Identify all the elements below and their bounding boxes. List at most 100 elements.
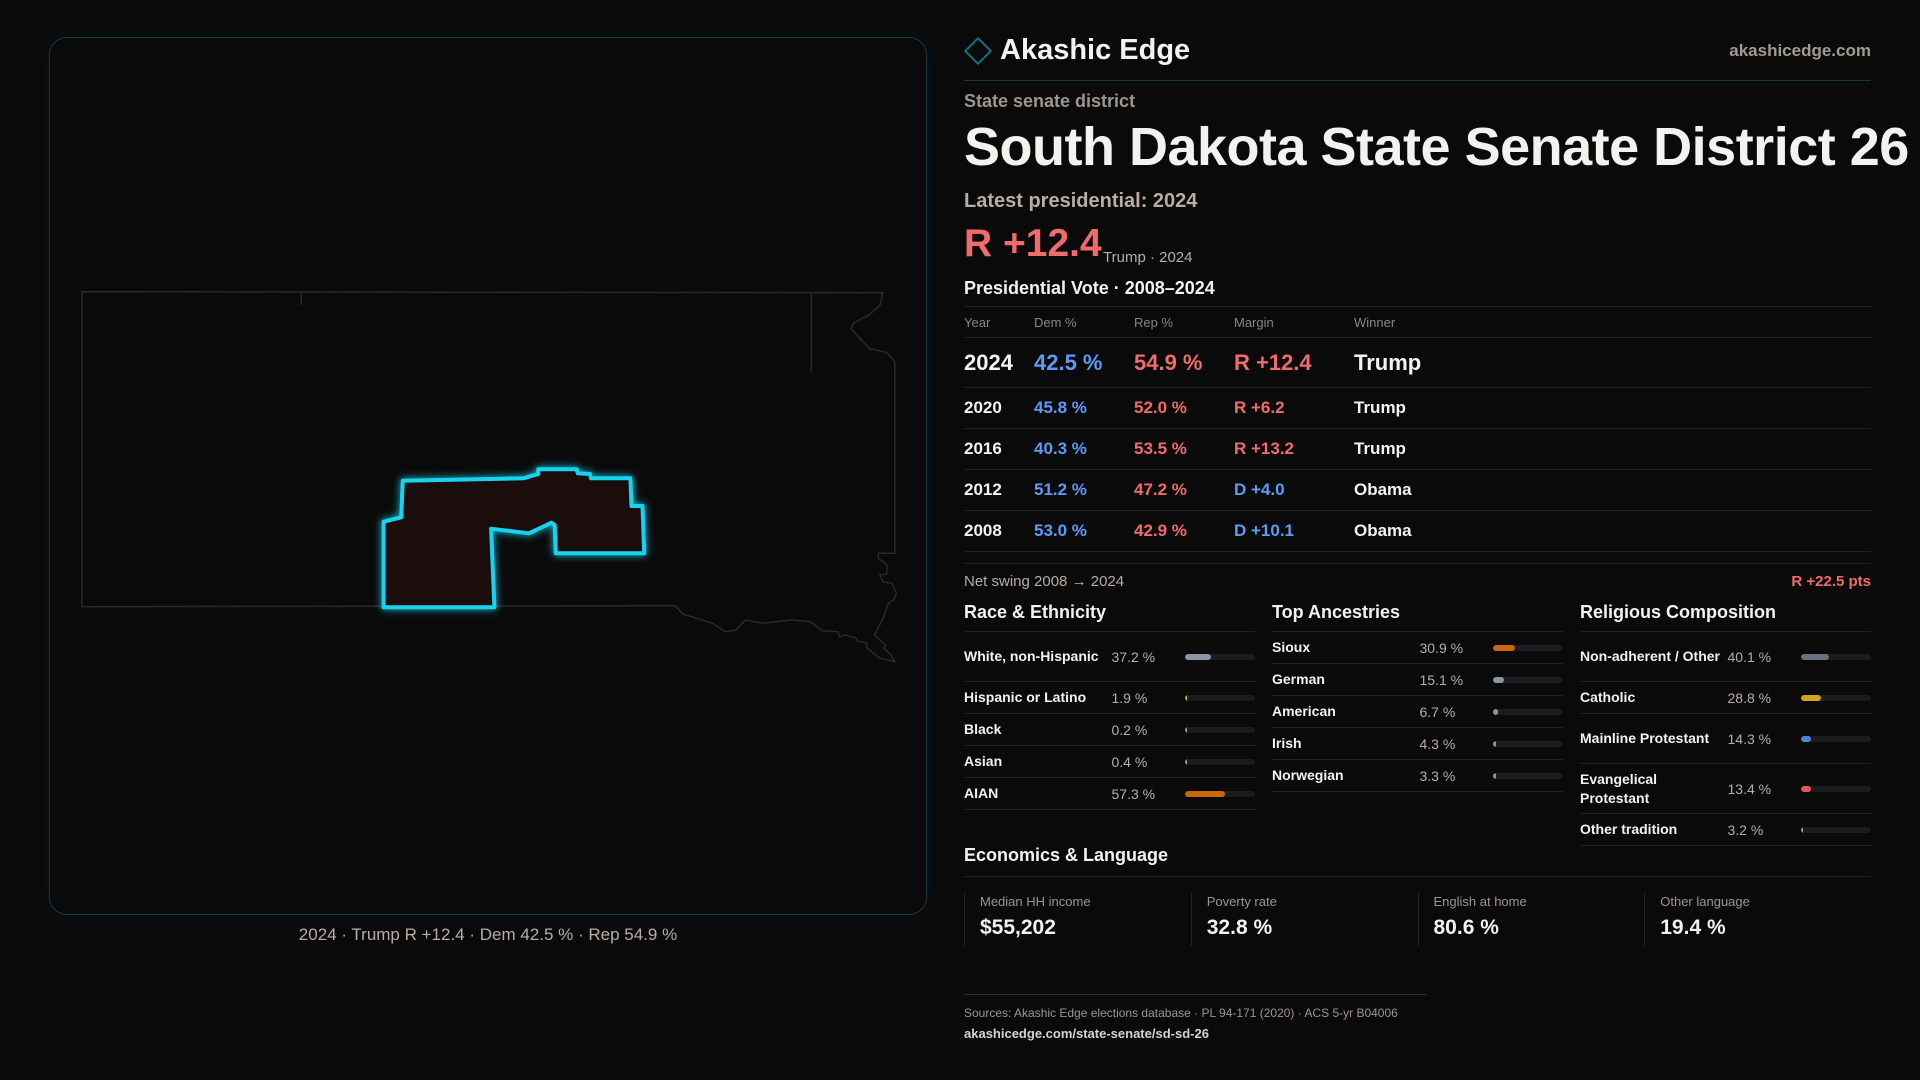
stat-row: AIAN 57.3 % <box>964 778 1256 810</box>
stat-label: Norwegian <box>1272 767 1344 783</box>
stat-label: Other tradition <box>1580 821 1678 837</box>
stat-bar <box>1801 694 1872 701</box>
race-section: Race & Ethnicity White, non-Hispanic 37.2 … <box>964 602 1256 810</box>
county-line <box>300 293 813 372</box>
stat-label: Evangelical Protestant <box>1580 770 1658 806</box>
stat-bar-fill <box>1493 708 1498 715</box>
net-swing-value: R +22.5 pts <box>1791 573 1871 590</box>
stat-value: 13.4 % <box>1727 780 1772 797</box>
winner-cell: Obama <box>1354 521 1412 540</box>
rep-cell: 52.0 % <box>1134 398 1187 417</box>
stat-label: White, non-Hispanic <box>964 648 1099 664</box>
presidential-table: Year Dem % Rep % Margin Winner 2024 42.5 … <box>964 306 1871 552</box>
stat-bar-fill <box>1185 653 1212 660</box>
stat-value: 14.3 % <box>1727 730 1772 747</box>
stat-row: Black 0.2 % <box>964 714 1256 746</box>
stat-bar <box>1185 694 1256 701</box>
ancestry-section: Top Ancestries Sioux 30.9 % German 15.1 % Ame… <box>1272 602 1564 792</box>
winner-cell: Trump <box>1354 439 1406 458</box>
stat-row: American 6.7 % <box>1272 696 1564 728</box>
section-title: Top Ancestries <box>1272 602 1563 632</box>
stat-value: 3.3 % <box>1419 767 1456 784</box>
stat-bar <box>1493 708 1564 715</box>
site-link[interactable]: akashicedge.com <box>1729 41 1871 60</box>
stat-label: English at home <box>1433 894 1527 909</box>
stat-label: Asian <box>964 753 1003 769</box>
stat-value: 19.4 % <box>1660 916 1726 939</box>
stat-bar <box>1493 740 1564 747</box>
stat-bar-fill <box>1493 772 1496 779</box>
stat-bar <box>1493 772 1564 779</box>
stat-label: Poverty rate <box>1206 894 1277 909</box>
winner-cell: Obama <box>1354 480 1412 499</box>
stat-value: 37.2 % <box>1111 648 1156 665</box>
brand-logo[interactable]: Akashic Edge <box>963 34 1191 67</box>
stat-value: 32.8 % <box>1206 916 1273 939</box>
district-shape[interactable] <box>381 467 647 610</box>
rep-cell: 42.9 % <box>1134 521 1187 540</box>
footer-divider <box>964 994 1427 995</box>
stat-bar-fill <box>1185 694 1187 701</box>
stat-card-income: Median HH income $55,202 <box>964 892 1191 946</box>
col-dem: Dem % <box>1034 314 1077 330</box>
stat-value: 30.9 % <box>1419 639 1464 656</box>
winner-cell: Trump <box>1354 398 1406 417</box>
header-divider <box>964 80 1871 81</box>
stat-label: American <box>1272 703 1336 719</box>
stat-bar <box>1185 790 1256 797</box>
stat-label: Non-adherent / Other <box>1580 648 1721 664</box>
col-year: Year <box>964 314 991 330</box>
stat-label: Other language <box>1660 894 1750 909</box>
stat-label: Hispanic or Latino <box>964 689 1087 705</box>
table-row: 2012 51.2 % 47.2 % D +4.0 Obama <box>964 470 1871 511</box>
economics-cards: Median HH income $55,202 Poverty rate 32.8… <box>964 892 1871 946</box>
stat-value: 40.1 % <box>1727 648 1772 665</box>
divider <box>964 876 1871 877</box>
divider <box>964 563 1871 564</box>
stat-bar <box>1801 653 1872 660</box>
stat-row: Evangelical Protestant 13.4 % <box>1580 764 1872 814</box>
year-cell: 2020 <box>964 398 1002 417</box>
col-margin: Margin <box>1234 314 1274 330</box>
headline-sub: Trump · 2024 <box>1103 249 1193 266</box>
stat-card-poverty: Poverty rate 32.8 % <box>1190 892 1418 946</box>
year-cell: 2008 <box>964 521 1002 540</box>
dem-cell: 45.8 % <box>1034 398 1087 417</box>
stat-bar <box>1801 826 1872 833</box>
stat-value: 4.3 % <box>1419 735 1456 752</box>
stat-value: 80.6 % <box>1433 916 1499 939</box>
dem-cell: 42.5 % <box>1034 349 1103 375</box>
stat-card-other-language: Other language 19.4 % <box>1644 892 1871 946</box>
stat-bar-fill <box>1801 694 1822 701</box>
stat-bar-fill <box>1185 758 1187 765</box>
page-url[interactable]: akashicedge.com/state-senate/sd-sd-26 <box>964 1026 1209 1041</box>
stat-label: Mainline Protestant <box>1580 730 1710 746</box>
net-swing: Net swing 2008 → 2024 R +22.5 pts <box>964 573 1871 590</box>
stat-label: AIAN <box>964 785 999 801</box>
table-row: 2024 42.5 % 54.9 % R +12.4 Trump <box>964 338 1871 388</box>
col-winner: Winner <box>1354 314 1396 330</box>
religion-section: Religious Composition Non-adherent / Othe… <box>1580 602 1872 846</box>
stat-bar-fill <box>1801 826 1804 833</box>
winner-cell: Trump <box>1354 349 1422 375</box>
section-title: Race & Ethnicity <box>964 602 1255 632</box>
brand-name: Akashic Edge <box>1000 34 1191 66</box>
sources: Sources: Akashic Edge elections database… <box>964 1006 1398 1020</box>
section-title: Religious Composition <box>1580 602 1871 632</box>
net-swing-label: Net swing 2008 → 2024 <box>964 573 1125 590</box>
year-cell: 2024 <box>964 349 1013 375</box>
stat-bar <box>1801 735 1872 742</box>
rep-cell: 53.5 % <box>1134 439 1187 458</box>
margin-cell: R +6.2 <box>1234 398 1285 417</box>
stat-row: Non-adherent / Other 40.1 % <box>1580 632 1872 682</box>
stat-value: 3.2 % <box>1727 821 1764 838</box>
stat-bar <box>1801 785 1872 792</box>
stat-bar-fill <box>1493 644 1515 651</box>
stat-row: Other tradition 3.2 % <box>1580 814 1872 846</box>
margin-cell: D +10.1 <box>1234 521 1295 540</box>
stat-bar-fill <box>1801 785 1811 792</box>
year-cell: 2016 <box>964 439 1002 458</box>
stat-bar <box>1185 758 1256 765</box>
stat-row: Mainline Protestant 14.3 % <box>1580 714 1872 764</box>
rep-cell: 54.9 % <box>1134 349 1203 375</box>
